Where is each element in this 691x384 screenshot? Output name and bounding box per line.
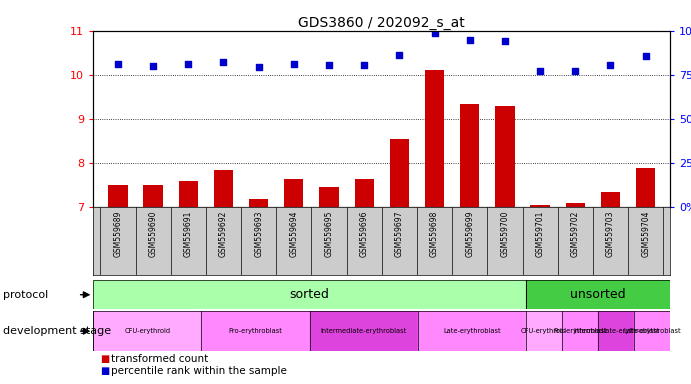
- Text: percentile rank within the sample: percentile rank within the sample: [111, 366, 287, 376]
- Text: GSM559699: GSM559699: [465, 211, 474, 257]
- Point: [429, 30, 440, 36]
- Text: GSM559702: GSM559702: [571, 211, 580, 257]
- Bar: [526, 311, 562, 351]
- Text: GSM559695: GSM559695: [325, 211, 334, 257]
- Text: CFU-erythroid: CFU-erythroid: [521, 328, 567, 334]
- Text: GSM559689: GSM559689: [113, 211, 122, 257]
- Point: [570, 68, 581, 74]
- Point: [535, 68, 546, 74]
- Bar: [144, 185, 163, 207]
- Text: GSM559697: GSM559697: [395, 211, 404, 257]
- Text: GSM559700: GSM559700: [500, 211, 509, 257]
- Bar: [202, 311, 310, 351]
- Bar: [310, 311, 418, 351]
- Bar: [600, 192, 620, 207]
- Bar: [390, 139, 409, 207]
- Text: development stage: development stage: [3, 326, 111, 336]
- Text: transformed count: transformed count: [111, 354, 208, 364]
- Bar: [526, 280, 670, 309]
- Text: unsorted: unsorted: [570, 288, 626, 301]
- Bar: [562, 311, 598, 351]
- Bar: [354, 179, 374, 207]
- Text: GSM559691: GSM559691: [184, 211, 193, 257]
- Text: GSM559692: GSM559692: [219, 211, 228, 257]
- Point: [288, 61, 299, 67]
- Point: [113, 61, 124, 67]
- Bar: [178, 181, 198, 207]
- Point: [148, 63, 159, 69]
- Bar: [636, 167, 655, 207]
- Point: [500, 38, 511, 44]
- Point: [182, 61, 193, 67]
- Text: Late-erythroblast: Late-erythroblast: [443, 328, 501, 334]
- Text: Pro-erythroblast: Pro-erythroblast: [229, 328, 283, 334]
- Text: GSM559696: GSM559696: [360, 211, 369, 257]
- Text: sorted: sorted: [290, 288, 330, 301]
- Point: [640, 53, 651, 60]
- Bar: [214, 170, 233, 207]
- Bar: [108, 185, 128, 207]
- Text: Late-erythroblast: Late-erythroblast: [623, 328, 681, 334]
- Bar: [495, 106, 515, 207]
- Point: [605, 62, 616, 68]
- Bar: [531, 205, 550, 207]
- Text: GSM559704: GSM559704: [641, 211, 650, 257]
- Text: GSM559703: GSM559703: [606, 211, 615, 257]
- Text: protocol: protocol: [3, 290, 48, 300]
- Bar: [634, 311, 670, 351]
- Text: Pro-erythroblast: Pro-erythroblast: [553, 328, 607, 334]
- Point: [394, 52, 405, 58]
- Bar: [460, 104, 480, 207]
- Bar: [93, 311, 202, 351]
- Point: [359, 62, 370, 68]
- Text: GSM559690: GSM559690: [149, 211, 158, 257]
- Text: GSM559694: GSM559694: [290, 211, 299, 257]
- Text: GSM559698: GSM559698: [430, 211, 439, 257]
- Text: Intermediate-erythroblast: Intermediate-erythroblast: [321, 328, 407, 334]
- Bar: [249, 199, 268, 207]
- Text: GSM559701: GSM559701: [536, 211, 545, 257]
- Text: Intermediate-erythroblast: Intermediate-erythroblast: [573, 328, 659, 334]
- Bar: [319, 187, 339, 207]
- Text: ■: ■: [100, 366, 109, 376]
- Bar: [598, 311, 634, 351]
- Text: CFU-erythroid: CFU-erythroid: [124, 328, 171, 334]
- Point: [323, 62, 334, 68]
- Bar: [425, 71, 444, 207]
- Point: [218, 58, 229, 65]
- Text: ■: ■: [100, 354, 109, 364]
- Bar: [93, 280, 526, 309]
- Point: [253, 64, 264, 70]
- Title: GDS3860 / 202092_s_at: GDS3860 / 202092_s_at: [299, 16, 465, 30]
- Text: GSM559693: GSM559693: [254, 211, 263, 257]
- Bar: [284, 179, 303, 207]
- Bar: [418, 311, 526, 351]
- Point: [464, 37, 475, 43]
- Bar: [566, 203, 585, 207]
